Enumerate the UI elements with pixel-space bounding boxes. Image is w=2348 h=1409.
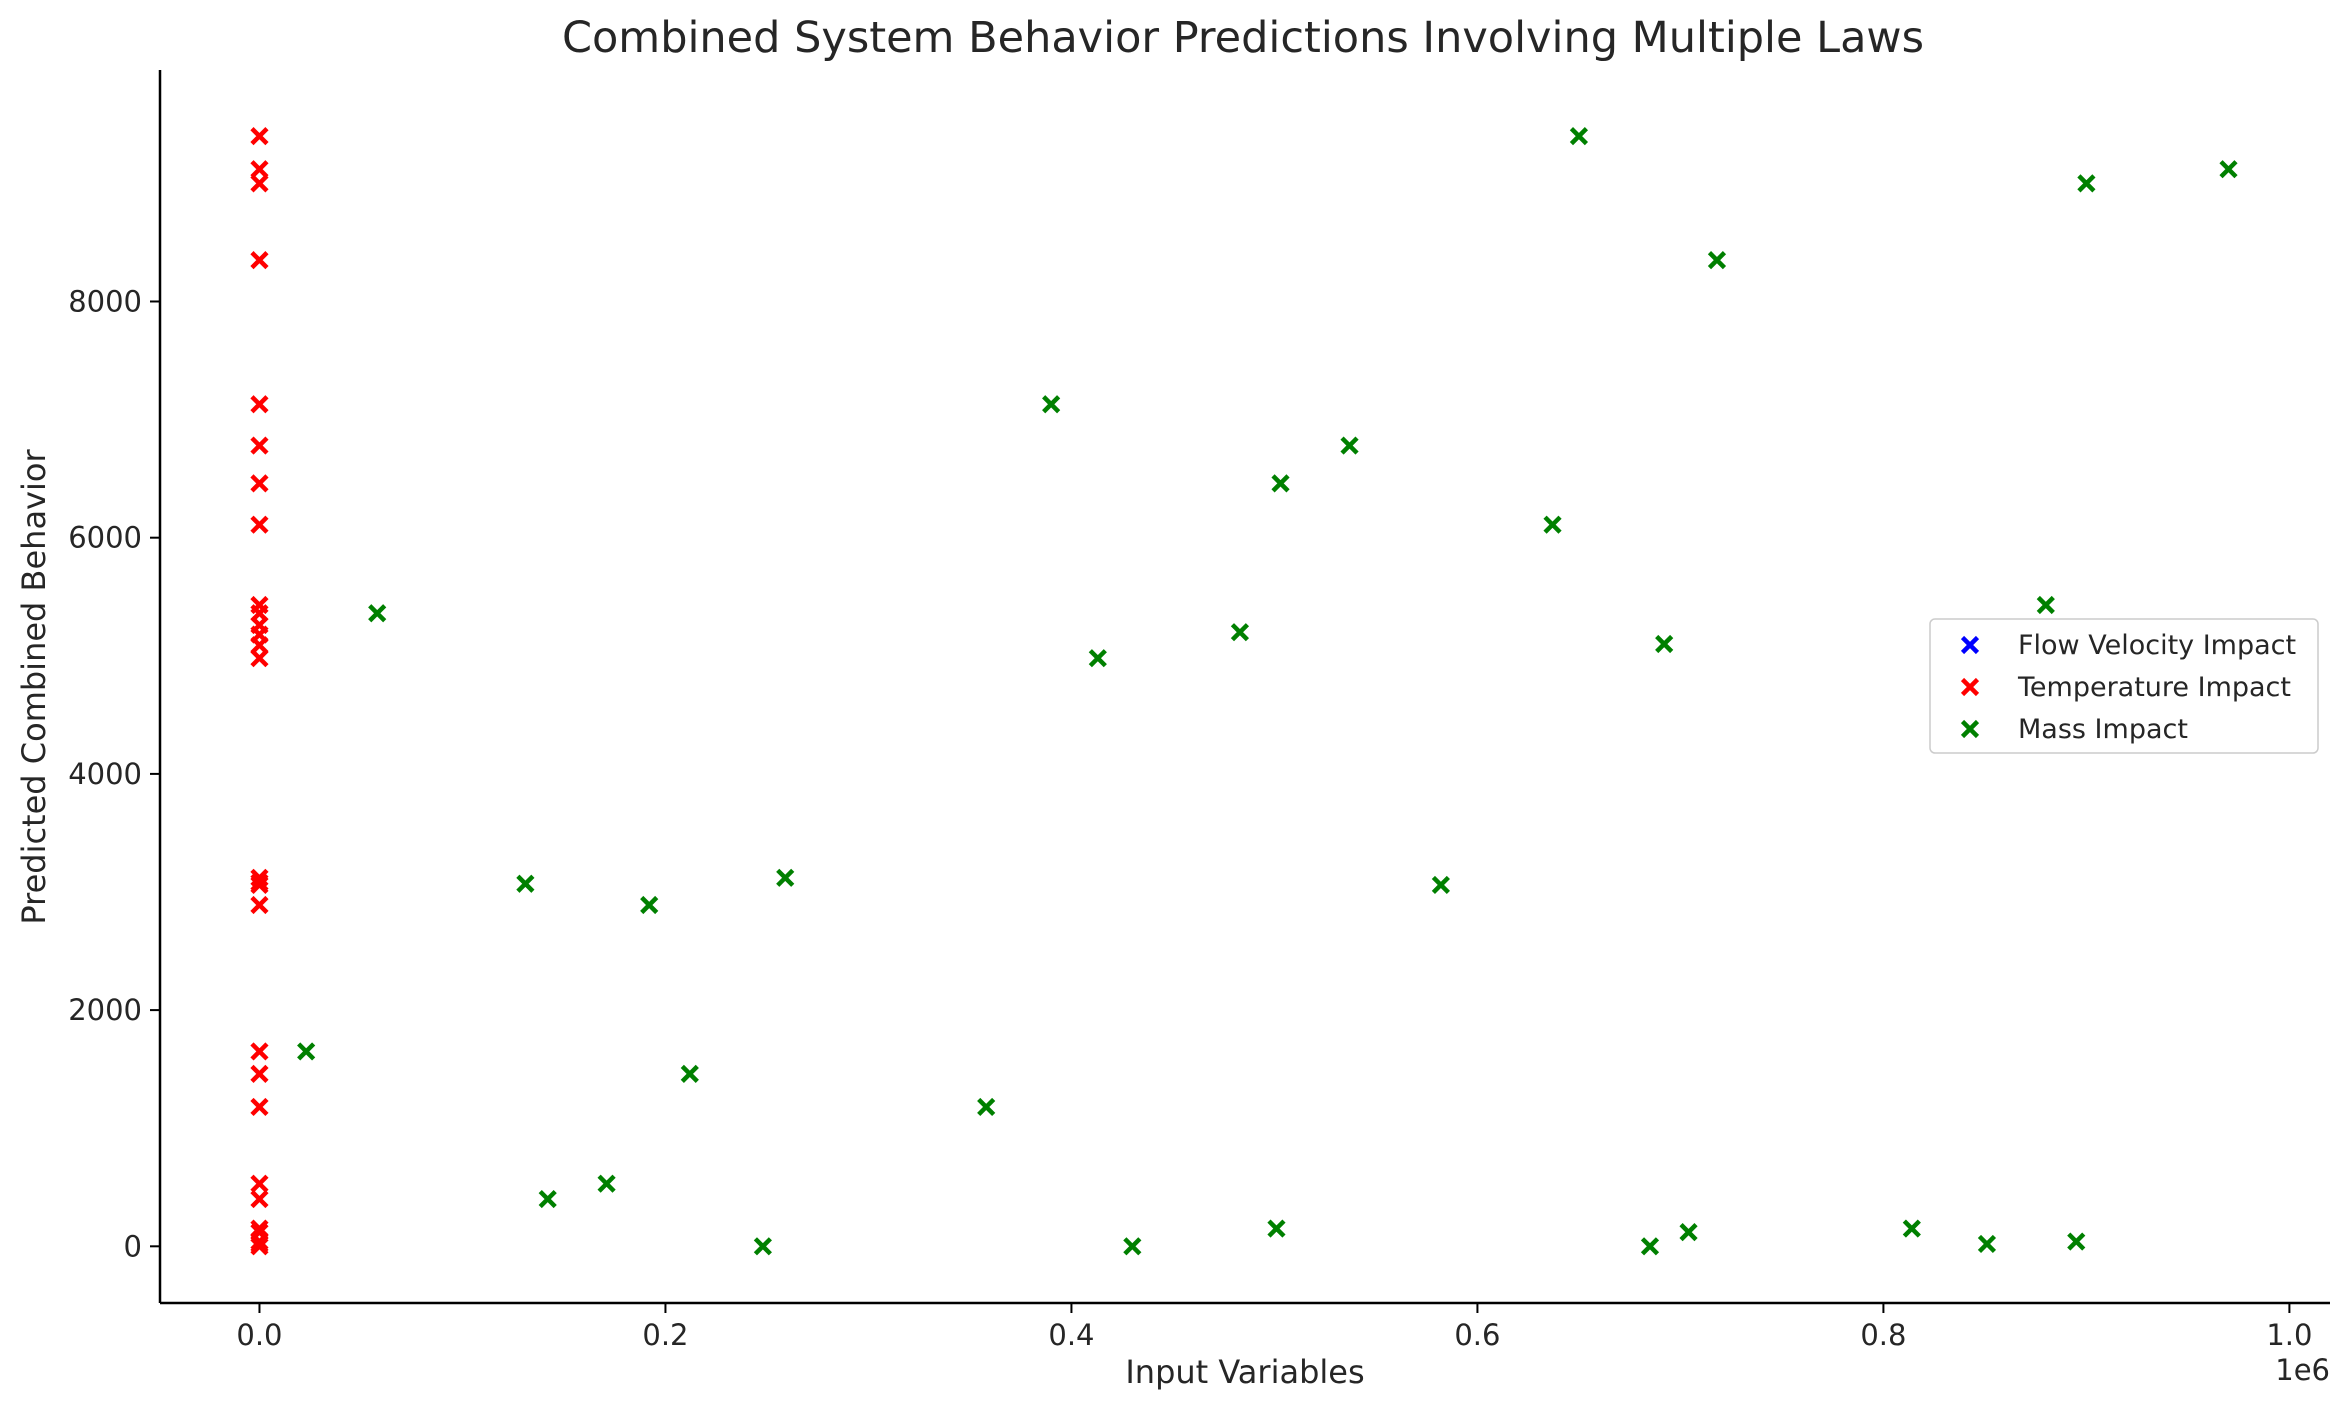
data-point xyxy=(368,604,387,623)
data-point xyxy=(1569,127,1589,146)
data-point xyxy=(538,1189,557,1209)
data-point xyxy=(1707,251,1727,270)
data-point xyxy=(1640,1237,1660,1256)
legend-label: Temperature Impact xyxy=(2017,672,2291,703)
y-tick-label: 8000 xyxy=(68,284,142,318)
data-point xyxy=(250,251,269,270)
data-point xyxy=(977,1097,996,1117)
y-tick-label: 2000 xyxy=(68,993,142,1027)
data-point xyxy=(297,1042,316,1061)
data-point xyxy=(1340,436,1359,455)
x-tick-label: 0.2 xyxy=(642,1318,688,1352)
x-tick-label: 0.0 xyxy=(236,1318,282,1352)
legend-frame xyxy=(1929,618,2319,754)
data-point xyxy=(1431,875,1450,895)
data-point xyxy=(1977,1234,1997,1254)
x-tick-label: 0.4 xyxy=(1048,1318,1094,1352)
x-axis-ticks: 0.0 0.2 0.4 0.6 0.8 1.0 xyxy=(236,1303,2312,1352)
data-point xyxy=(2219,160,2238,179)
data-point xyxy=(2077,174,2096,193)
data-point xyxy=(250,160,269,179)
y-tick-label: 4000 xyxy=(68,757,142,791)
y-axis-label: Predicted Combined Behavior xyxy=(15,449,53,925)
data-point xyxy=(1042,395,1061,414)
data-point xyxy=(1271,474,1290,493)
legend-entry: Mass Impact xyxy=(1960,714,2188,745)
data-point xyxy=(250,395,269,414)
legend-marker xyxy=(1960,719,1980,739)
data-point xyxy=(2067,1232,2086,1251)
data-point xyxy=(250,1097,269,1117)
data-point xyxy=(1123,1237,1142,1256)
data-points xyxy=(250,127,2238,1256)
data-point xyxy=(250,1189,269,1209)
data-point xyxy=(250,127,269,146)
data-point xyxy=(250,649,269,668)
series-2 xyxy=(297,127,2238,1256)
data-point xyxy=(1655,634,1674,654)
legend-entry: Temperature Impact xyxy=(1960,672,2291,703)
data-point xyxy=(753,1237,772,1256)
plot-area: 0.0 0.2 0.4 0.6 0.8 1.0 0 2000 4000 6000 8000 xyxy=(68,70,2330,1352)
legend-entry: Flow Velocity Impact xyxy=(1960,630,2296,661)
legend-label: Mass Impact xyxy=(2018,714,2188,745)
chart-title: Combined System Behavior Predictions Inv… xyxy=(562,13,1924,63)
data-point xyxy=(1679,1223,1698,1242)
legend: Flow Velocity Impact Temperature Impact Ma… xyxy=(1929,618,2319,754)
data-point xyxy=(250,1042,269,1061)
data-point xyxy=(1088,649,1107,668)
y-tick-label: 6000 xyxy=(68,521,142,555)
x-tick-label: 0.8 xyxy=(1860,1318,1906,1352)
data-point xyxy=(1267,1219,1286,1238)
data-point xyxy=(776,868,795,887)
data-point xyxy=(1543,515,1562,534)
data-point xyxy=(250,895,269,915)
data-point xyxy=(597,1174,616,1193)
data-point xyxy=(250,515,269,534)
data-point xyxy=(250,875,269,895)
data-point xyxy=(1902,1219,1921,1238)
series-1 xyxy=(250,127,269,1256)
data-point xyxy=(250,474,269,493)
x-axis-label: Input Variables xyxy=(1125,1353,1364,1391)
y-axis-ticks: 0 2000 4000 6000 8000 xyxy=(68,284,160,1263)
data-point xyxy=(680,1064,699,1083)
data-point xyxy=(250,174,269,193)
legend-marker xyxy=(1960,677,1980,697)
x-tick-label: 0.6 xyxy=(1454,1318,1500,1352)
x-axis-offset-label: 1e6 xyxy=(2275,1353,2330,1387)
data-point xyxy=(250,436,269,455)
y-tick-label: 0 xyxy=(124,1229,142,1263)
legend-label: Flow Velocity Impact xyxy=(2018,630,2296,661)
data-point xyxy=(1230,623,1250,642)
legend-marker xyxy=(1960,635,1980,655)
data-point xyxy=(516,874,535,893)
data-point xyxy=(640,895,659,915)
data-point xyxy=(2036,595,2055,615)
x-tick-label: 1.0 xyxy=(2266,1318,2312,1352)
data-point xyxy=(250,1174,269,1193)
data-point xyxy=(250,1064,269,1083)
data-point xyxy=(250,1237,269,1256)
